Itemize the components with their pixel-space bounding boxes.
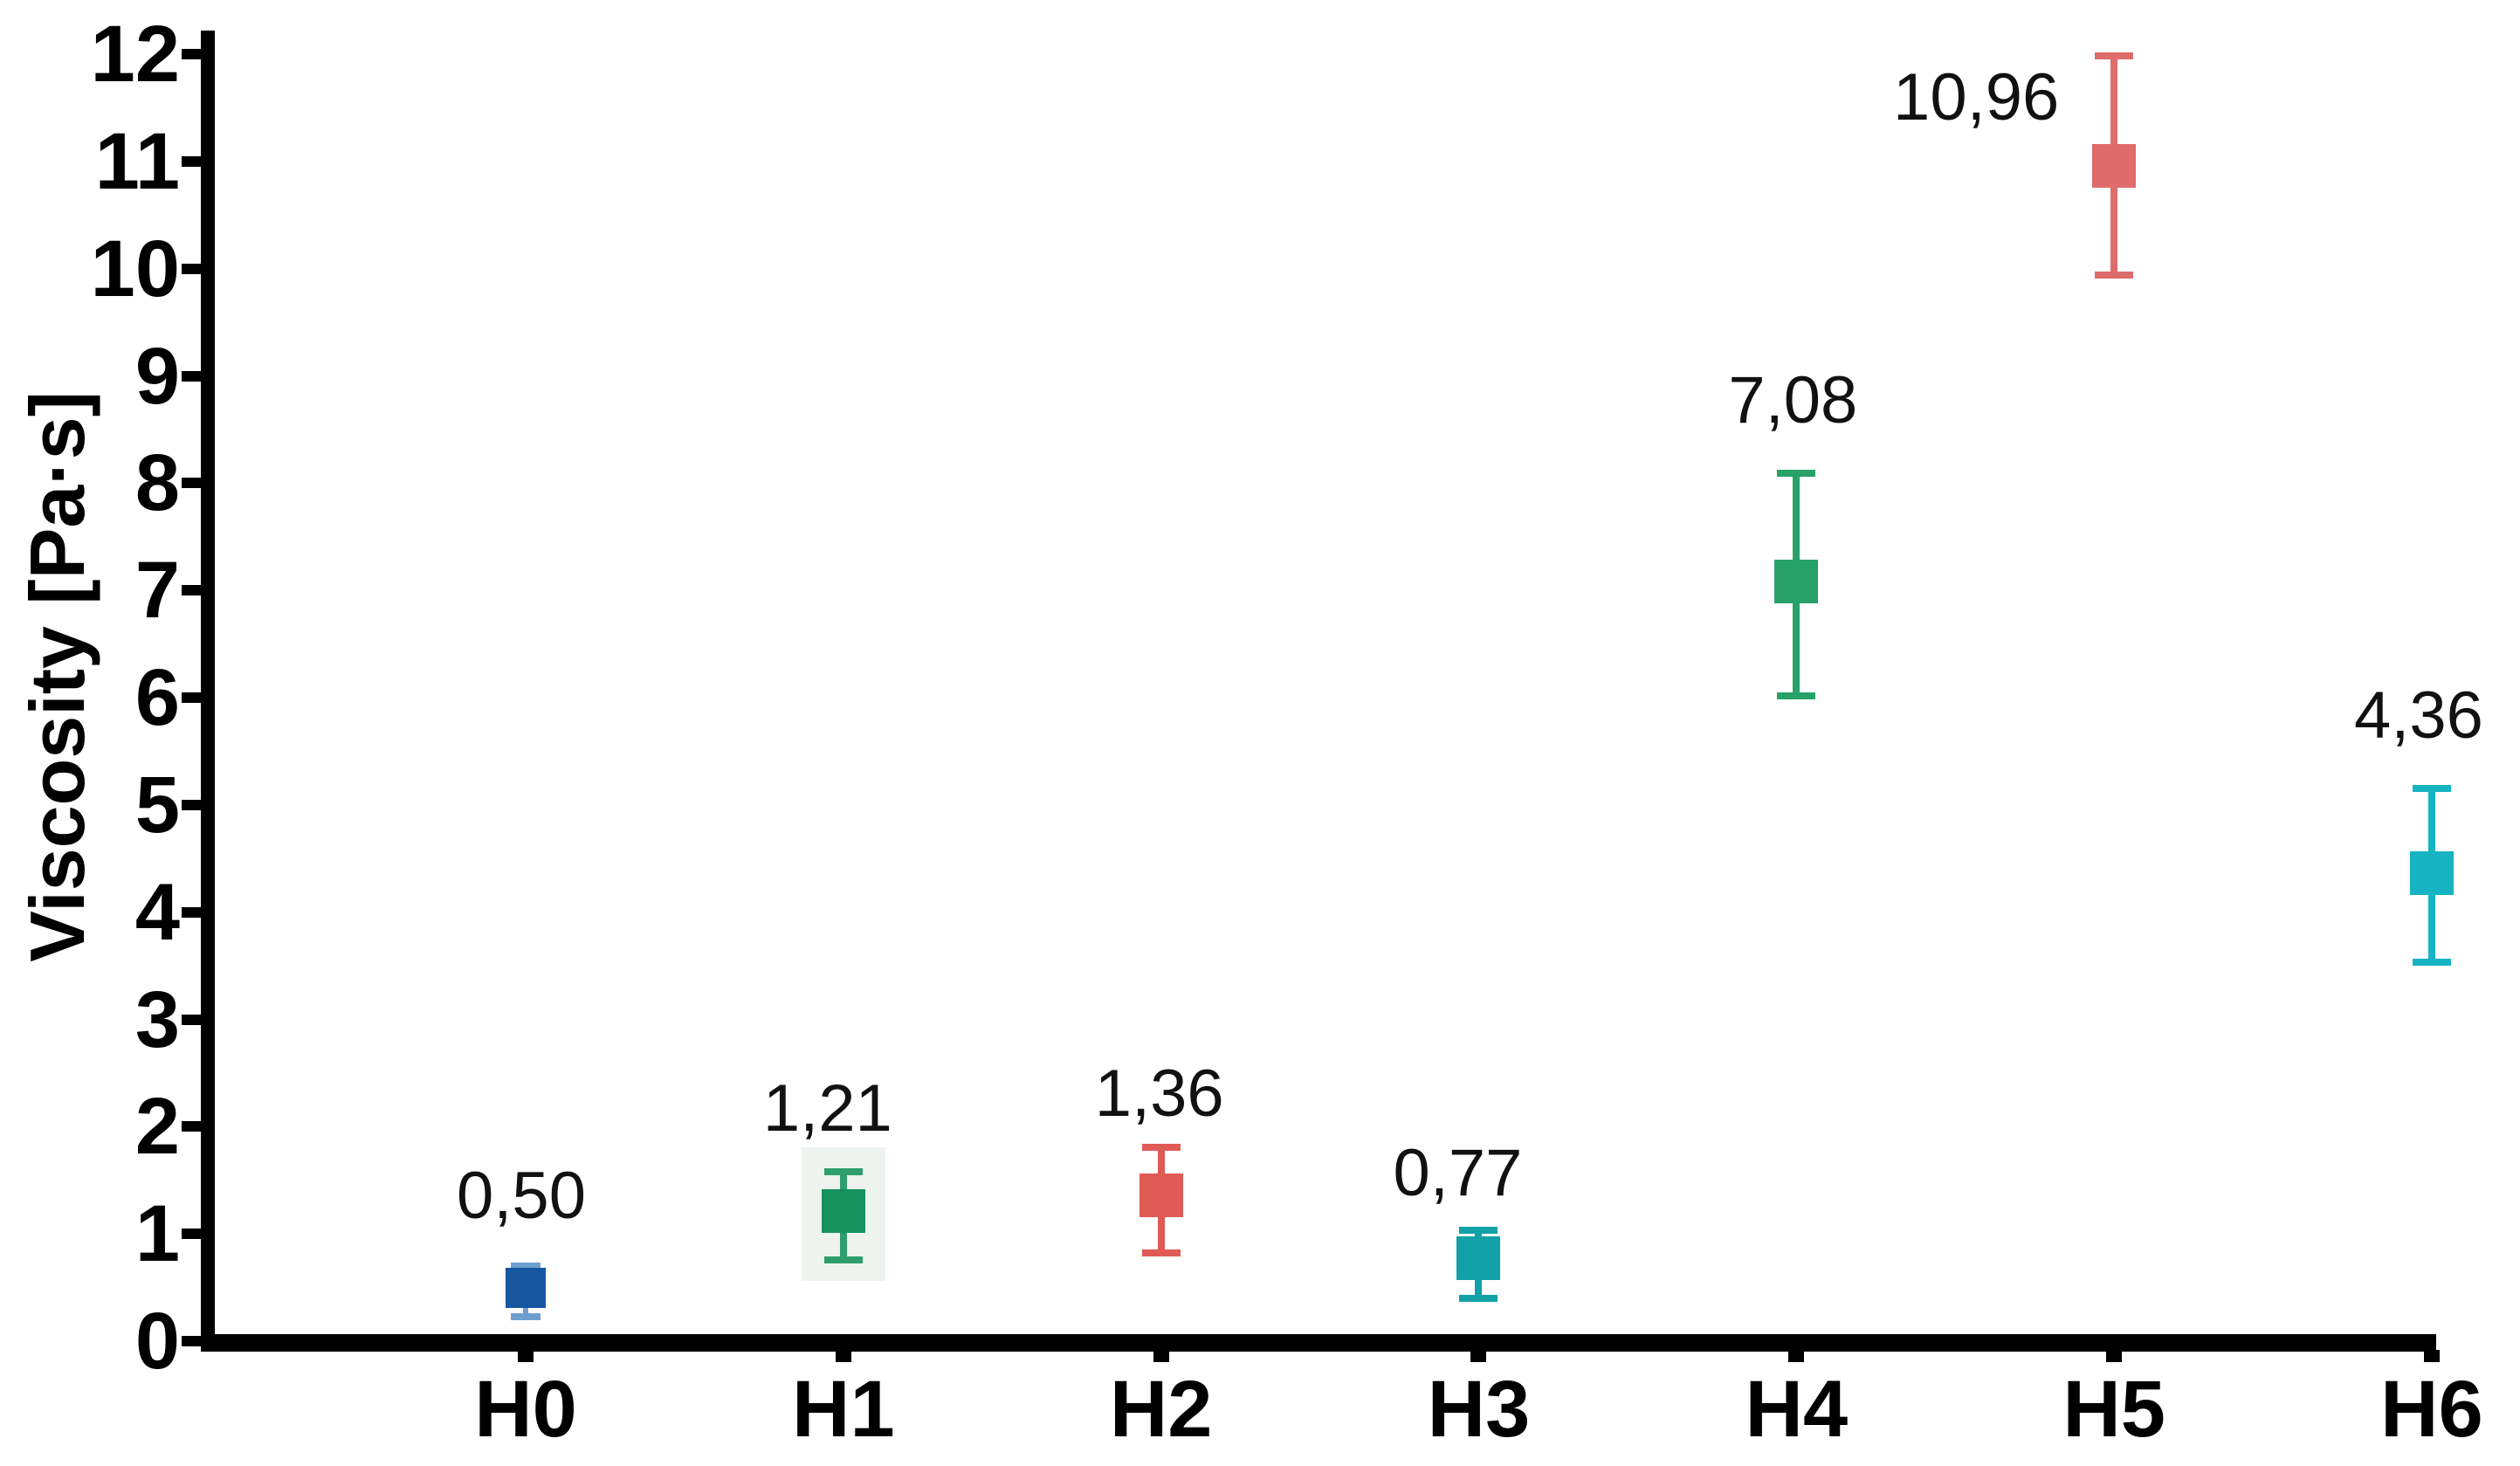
value-label-H3: 0,77 <box>1393 1136 1523 1211</box>
error-cap-bottom-H5 <box>2095 272 2134 279</box>
y-tick-label: 5 <box>134 760 180 850</box>
y-tick <box>182 263 204 274</box>
y-tick-label: 3 <box>134 974 180 1064</box>
y-tick <box>182 1336 204 1346</box>
x-tick-label-H6: H6 <box>2380 1365 2483 1454</box>
y-tick <box>182 585 204 596</box>
y-tick-label: 11 <box>94 116 180 206</box>
y-tick <box>182 155 204 167</box>
y-tick <box>182 370 204 382</box>
error-cap-bottom-H2 <box>1141 1249 1181 1257</box>
value-label-H5: 10,96 <box>1893 60 2060 135</box>
value-label-H2: 1,36 <box>1094 1056 1224 1131</box>
error-cap-bottom-H0 <box>511 1312 540 1320</box>
x-tick-label-H1: H1 <box>792 1365 895 1454</box>
x-tick <box>2423 1350 2440 1362</box>
marker-square-H4 <box>1774 560 1819 604</box>
x-tick <box>1470 1350 1487 1362</box>
error-cap-top-H3 <box>1459 1227 1498 1235</box>
x-axis-line <box>201 1334 2436 1352</box>
x-tick-label-H5: H5 <box>2062 1365 2165 1454</box>
error-cap-bottom-H1 <box>823 1256 863 1263</box>
y-tick <box>182 799 204 810</box>
x-tick <box>518 1350 534 1362</box>
marker-square-H0 <box>506 1267 546 1308</box>
y-tick-label: 8 <box>134 438 180 528</box>
y-tick <box>182 692 204 704</box>
marker-square-H6 <box>2409 851 2454 896</box>
error-cap-bottom-H4 <box>1777 692 1816 699</box>
y-tick-label: 1 <box>134 1189 180 1279</box>
y-axis-line <box>201 31 215 1352</box>
y-tick <box>182 1014 204 1025</box>
error-cap-bottom-H3 <box>1459 1294 1498 1302</box>
x-tick <box>1153 1350 1169 1362</box>
error-cap-top-H2 <box>1141 1143 1181 1151</box>
y-tick-label: 9 <box>134 331 180 421</box>
y-tick-label: 6 <box>134 653 180 743</box>
y-tick <box>182 478 204 489</box>
error-cap-bottom-H6 <box>2412 959 2451 967</box>
marker-square-H3 <box>1456 1236 1501 1281</box>
y-tick-label: 0 <box>134 1297 180 1386</box>
x-tick-label-H0: H0 <box>474 1365 577 1454</box>
error-cap-top-H6 <box>2412 785 2451 793</box>
x-tick-label-H4: H4 <box>1745 1365 1849 1454</box>
marker-square-H5 <box>2092 143 2137 188</box>
error-cap-top-H5 <box>2095 52 2134 60</box>
error-cap-top-H0 <box>511 1263 540 1270</box>
x-tick-label-H3: H3 <box>1427 1365 1531 1454</box>
y-tick-label: 12 <box>90 10 180 100</box>
x-tick <box>1788 1350 1805 1362</box>
error-cap-top-H1 <box>823 1167 863 1175</box>
error-cap-top-H4 <box>1777 470 1816 478</box>
y-tick <box>182 1121 204 1132</box>
value-label-H4: 7,08 <box>1728 363 1858 438</box>
y-tick <box>182 906 204 918</box>
marker-square-H2 <box>1139 1173 1183 1217</box>
x-tick <box>2106 1350 2123 1362</box>
y-tick-label: 10 <box>90 224 180 313</box>
value-label-H6: 4,36 <box>2354 678 2483 754</box>
value-label-H1: 1,21 <box>762 1070 892 1146</box>
y-tick-label: 2 <box>134 1082 180 1172</box>
x-tick <box>835 1350 851 1362</box>
value-label-H0: 0,50 <box>457 1159 586 1234</box>
y-tick-label: 7 <box>134 546 180 636</box>
y-tick <box>182 49 204 60</box>
y-tick-label: 4 <box>134 867 180 957</box>
x-tick-label-H2: H2 <box>1109 1365 1213 1454</box>
y-tick <box>182 1229 204 1240</box>
marker-square-H1 <box>821 1189 865 1234</box>
